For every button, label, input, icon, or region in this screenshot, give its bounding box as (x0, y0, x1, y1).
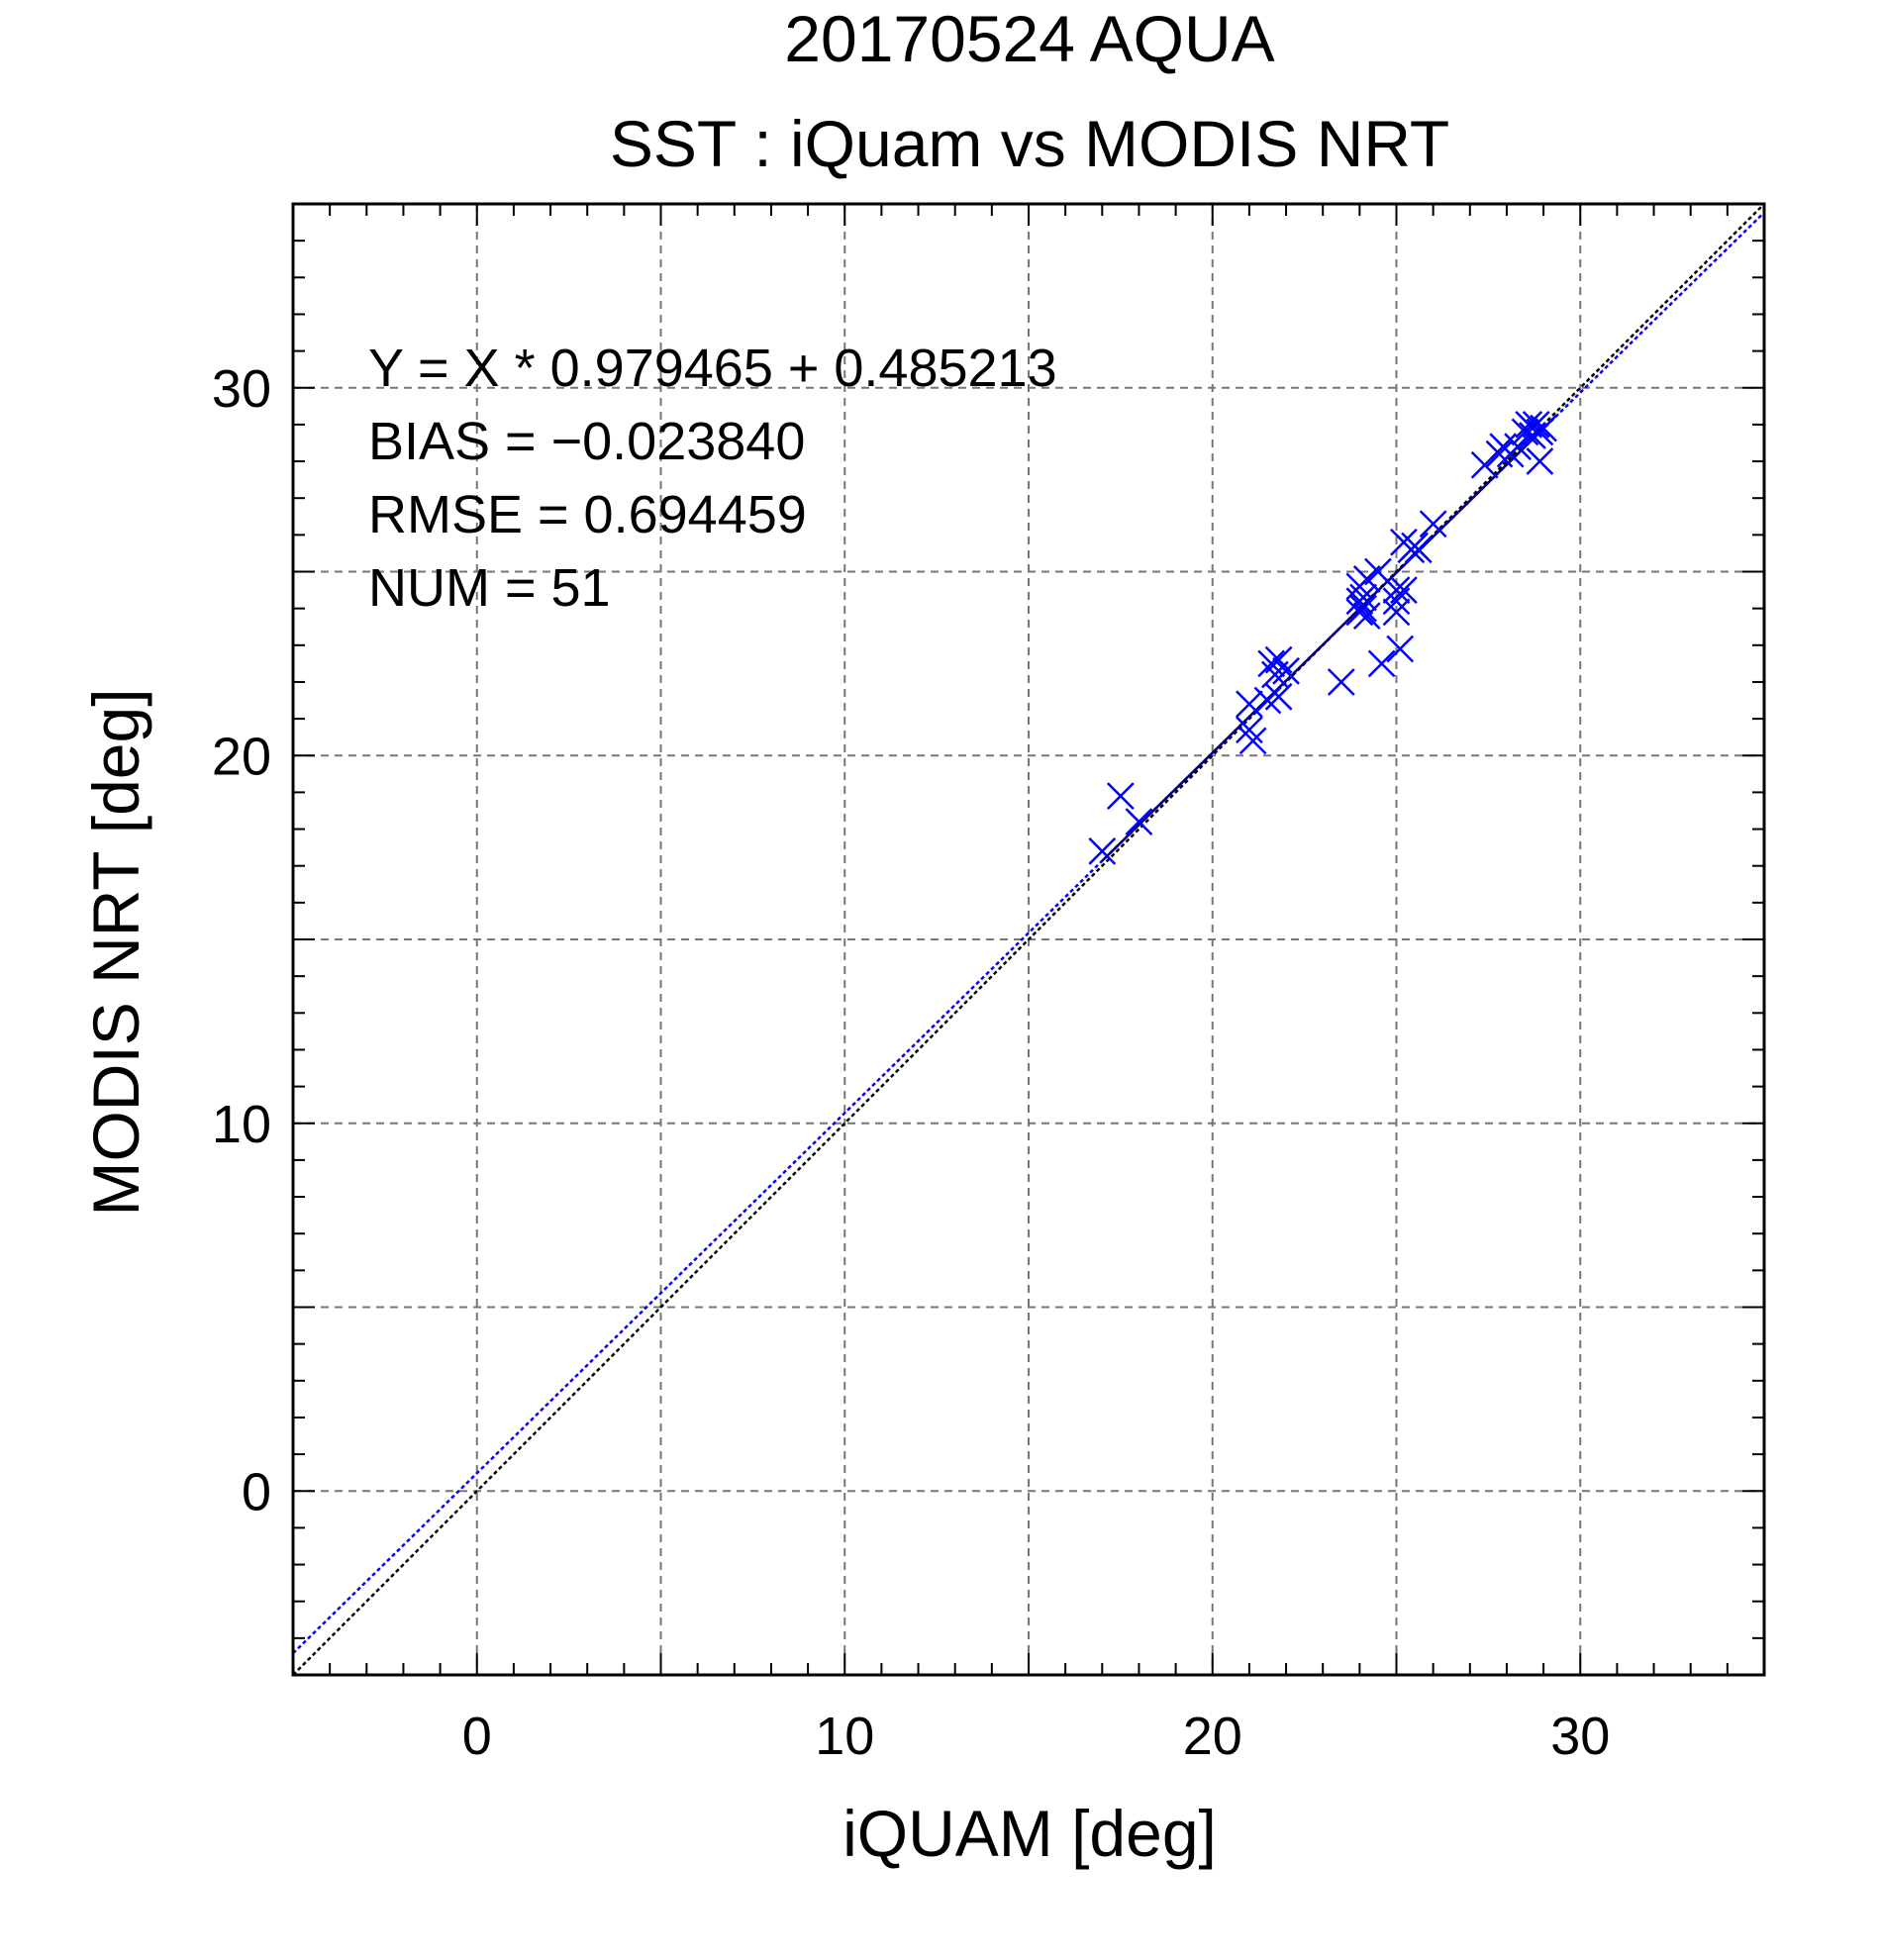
y-tick-label: 30 (212, 359, 271, 419)
data-point-stroke (1382, 576, 1411, 604)
chart-subtitle: SST : iQuam vs MODIS NRT (610, 107, 1449, 180)
data-point (1349, 583, 1377, 612)
fit-line (292, 211, 1765, 1655)
y-tick-label: 10 (212, 1095, 271, 1154)
data-point-stroke (1404, 536, 1433, 564)
data-point (1327, 668, 1355, 696)
data-point (1088, 836, 1117, 865)
annotation-num: NUM = 51 (368, 558, 611, 618)
data-point (1236, 690, 1263, 719)
data-point-stroke (1367, 649, 1396, 678)
data-point (1253, 686, 1282, 715)
y-tick-label: 0 (242, 1462, 271, 1521)
data-point (1522, 411, 1550, 439)
data-point-stroke (1236, 690, 1263, 719)
data-point (1264, 682, 1293, 711)
data-point (1382, 598, 1411, 627)
chart-title: 20170524 AQUA (784, 2, 1274, 75)
data-point-stroke (1264, 682, 1293, 711)
data-point (1238, 727, 1267, 755)
y-tick-label: 20 (212, 727, 271, 786)
data-point-stroke (1485, 440, 1514, 468)
data-point (1386, 635, 1415, 663)
data-point (1390, 576, 1418, 604)
data-point-stroke (1349, 594, 1377, 623)
data-point-stroke (1238, 727, 1267, 755)
data-point-stroke (1088, 836, 1117, 865)
tick-labels: 0 10 20 30 0 10 20 30 (212, 359, 1610, 1766)
data-point (1106, 782, 1135, 810)
data-point-stroke (1352, 602, 1381, 630)
x-tick-label: 0 (462, 1707, 492, 1766)
data-point-stroke (1236, 716, 1263, 744)
stats-annotations: Y = X * 0.979465 + 0.485213 BIAS = −0.02… (368, 339, 1057, 618)
data-point (1404, 536, 1433, 564)
y-axis-label: MODIS NRT [deg] (79, 688, 152, 1216)
axis-ticks (293, 204, 1764, 1675)
plot-frame (291, 202, 1766, 1677)
data-point-stroke (1253, 686, 1282, 715)
data-point-stroke (1125, 808, 1153, 836)
data-point-stroke (1257, 649, 1286, 678)
data-point-stroke (1364, 557, 1392, 586)
data-point-stroke (1106, 782, 1135, 810)
data-point-stroke (1522, 411, 1550, 439)
data-point-stroke (1264, 645, 1293, 674)
data-point-stroke (1526, 447, 1554, 475)
data-point (1530, 414, 1557, 442)
data-point-stroke (1530, 414, 1557, 442)
data-point (1485, 440, 1514, 468)
data-point (1352, 602, 1381, 630)
regression-segment (1101, 428, 1544, 862)
data-point-stroke (1382, 598, 1411, 627)
data-point-stroke (1272, 656, 1300, 685)
data-point-stroke (1504, 433, 1532, 461)
data-point-stroke (1390, 576, 1418, 604)
x-tick-label: 10 (815, 1707, 874, 1766)
data-point-stroke (1349, 583, 1377, 612)
data-point (1419, 510, 1447, 539)
data-point-stroke (1515, 411, 1543, 439)
data-point (1272, 656, 1300, 685)
data-point-stroke (1386, 635, 1415, 663)
data-point (1382, 576, 1411, 604)
data-point (1349, 594, 1377, 623)
data-point-stroke (1419, 510, 1447, 539)
annotation-fit: Y = X * 0.979465 + 0.485213 (368, 339, 1057, 398)
data-point (1125, 808, 1153, 836)
x-tick-label: 20 (1183, 1707, 1242, 1766)
data-points (1088, 411, 1557, 865)
annotation-rmse: RMSE = 0.694459 (368, 485, 807, 544)
data-point (1236, 716, 1263, 744)
data-point (1367, 649, 1396, 678)
data-point-stroke (1327, 668, 1355, 696)
x-tick-label: 30 (1550, 1707, 1610, 1766)
data-point (1257, 649, 1286, 678)
x-axis-label: iQUAM [deg] (842, 1797, 1217, 1870)
data-point (1504, 433, 1532, 461)
data-point (1526, 447, 1554, 475)
annotation-bias: BIAS = −0.023840 (368, 412, 805, 471)
